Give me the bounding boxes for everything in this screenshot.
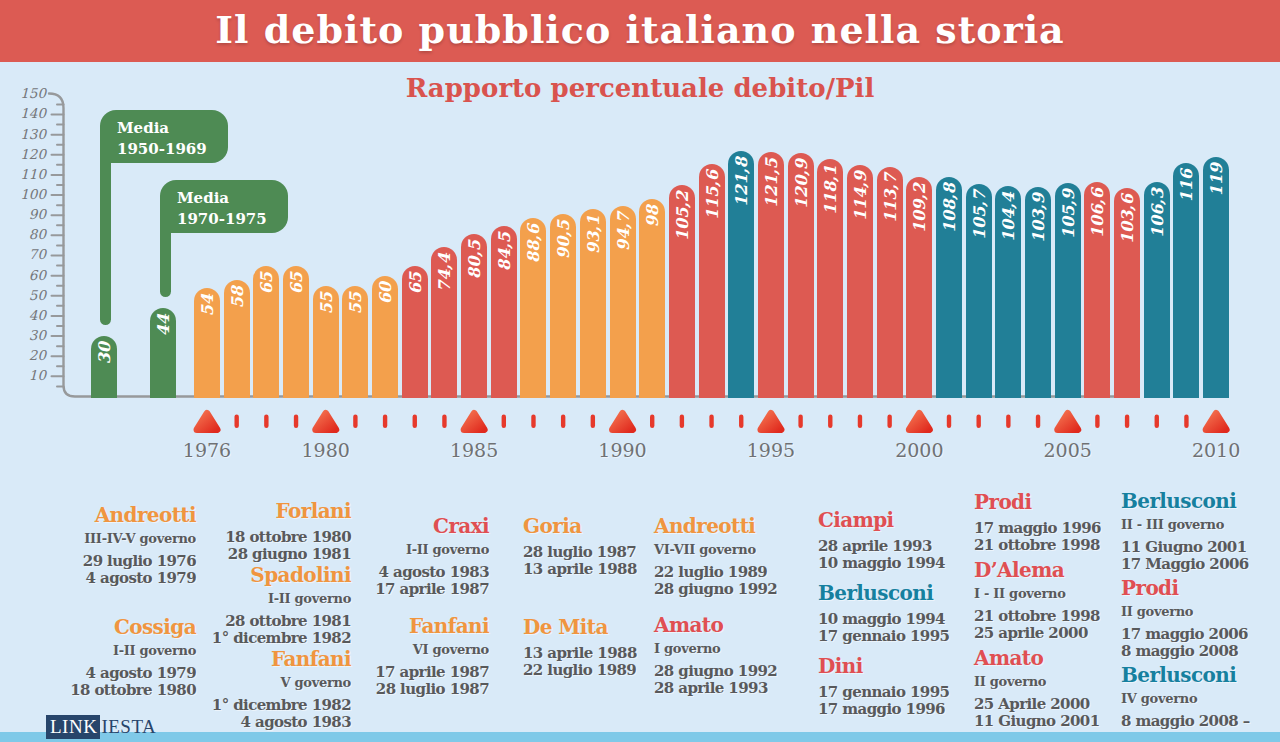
government-name: Andreotti (654, 516, 834, 536)
government-ordinal: II - III governo (1121, 519, 1280, 531)
government-name: Berlusconi (1121, 665, 1280, 685)
government-name: Ciampi (818, 510, 998, 530)
government-block: Fanfani VI governo 17 aprile 198728 luglio… (309, 616, 489, 698)
government-date: 8 maggio 2008 (1121, 643, 1280, 660)
government-block: Berlusconi IV governo 8 maggio 2008 – (1121, 665, 1280, 730)
government-block: Craxi I-II governo 4 agosto 198317 aprile … (309, 516, 489, 598)
legend-column-6: Ciampi28 aprile 199310 maggio 1994Berlus… (818, 510, 998, 729)
government-name: Amato (654, 615, 834, 635)
government-date: 18 ottobre 1980 (16, 682, 196, 699)
government-date: 28 giugno 1992 (654, 581, 834, 598)
government-date: 17 aprile 1987 (309, 664, 489, 681)
government-ordinal: I governo (654, 643, 834, 655)
government-name: Prodi (1121, 578, 1280, 598)
government-name: Andreotti (16, 505, 196, 525)
government-ordinal: I-II governo (309, 544, 489, 556)
government-date: 11 Giugno 2001 (1121, 539, 1280, 556)
legend-column-3: CraxiI-II governo4 agosto 198317 aprile … (309, 516, 489, 716)
logo-iesta-part: IESTA (100, 716, 156, 737)
government-date: 17 maggio 2006 (1121, 626, 1280, 643)
legend-column-8: Berlusconi II - III governo 11 Giugno 2001… (1121, 491, 1280, 735)
government-date: 4 agosto 1979 (16, 570, 196, 587)
government-date: 4 agosto 1983 (171, 714, 351, 731)
government-ordinal: II governo (1121, 606, 1280, 618)
government-ordinal: VI governo (309, 644, 489, 656)
governments-legend: AndreottiIII-IV-V governo29 luglio 19764… (0, 0, 1280, 742)
government-ordinal: IV governo (1121, 693, 1280, 705)
government-block: Andreotti III-IV-V governo 29 luglio 19764… (16, 505, 196, 587)
government-name: Berlusconi (1121, 491, 1280, 511)
government-date: 17 aprile 1987 (309, 581, 489, 598)
government-name: Craxi (309, 516, 489, 536)
legend-column-5: AndreottiVI-VII governo22 luglio 198928 … (654, 516, 834, 714)
linkiesta-logo: LINKIESTA (46, 716, 156, 738)
government-date: 8 maggio 2008 – (1121, 713, 1280, 730)
government-block: Berlusconi 10 maggio 199417 gennaio 1995 (818, 583, 998, 645)
government-block: Andreotti VI-VII governo 22 luglio 198928 … (654, 516, 834, 598)
government-name: Fanfani (309, 616, 489, 636)
government-date: 17 gennaio 1995 (818, 684, 998, 701)
government-date: 22 luglio 1989 (654, 564, 834, 581)
government-date: 17 Maggio 2006 (1121, 556, 1280, 573)
government-date: 17 maggio 1996 (818, 701, 998, 718)
government-ordinal: III-IV-V governo (16, 533, 196, 545)
government-date: 28 luglio 1987 (309, 681, 489, 698)
government-block: Berlusconi II - III governo 11 Giugno 2001… (1121, 491, 1280, 573)
government-date: 4 agosto 1979 (16, 665, 196, 682)
government-ordinal: VI-VII governo (654, 544, 834, 556)
government-name: Berlusconi (818, 583, 998, 603)
government-block: Amato I governo 28 giugno 199228 aprile 19… (654, 615, 834, 697)
government-date: 10 maggio 1994 (818, 555, 998, 572)
government-date: 28 aprile 1993 (654, 680, 834, 697)
government-block: Prodi II governo 17 maggio 20068 maggio 20… (1121, 578, 1280, 660)
government-block: Dini 17 gennaio 199517 maggio 1996 (818, 656, 998, 718)
government-date: 28 aprile 1993 (818, 538, 998, 555)
government-date: 28 giugno 1992 (654, 663, 834, 680)
government-date: 10 maggio 1994 (818, 611, 998, 628)
government-block: Cossiga I-II governo 4 agosto 197918 ottob… (16, 617, 196, 699)
government-name: Dini (818, 656, 998, 676)
government-ordinal: I-II governo (16, 645, 196, 657)
government-date: 29 luglio 1976 (16, 553, 196, 570)
logo-link-part: LINK (46, 715, 100, 739)
government-block: Ciampi 28 aprile 199310 maggio 1994 (818, 510, 998, 572)
government-date: 17 gennaio 1995 (818, 628, 998, 645)
government-name: Cossiga (16, 617, 196, 637)
legend-column-1: AndreottiIII-IV-V governo29 luglio 19764… (16, 505, 196, 729)
government-date: 4 agosto 1983 (309, 564, 489, 581)
